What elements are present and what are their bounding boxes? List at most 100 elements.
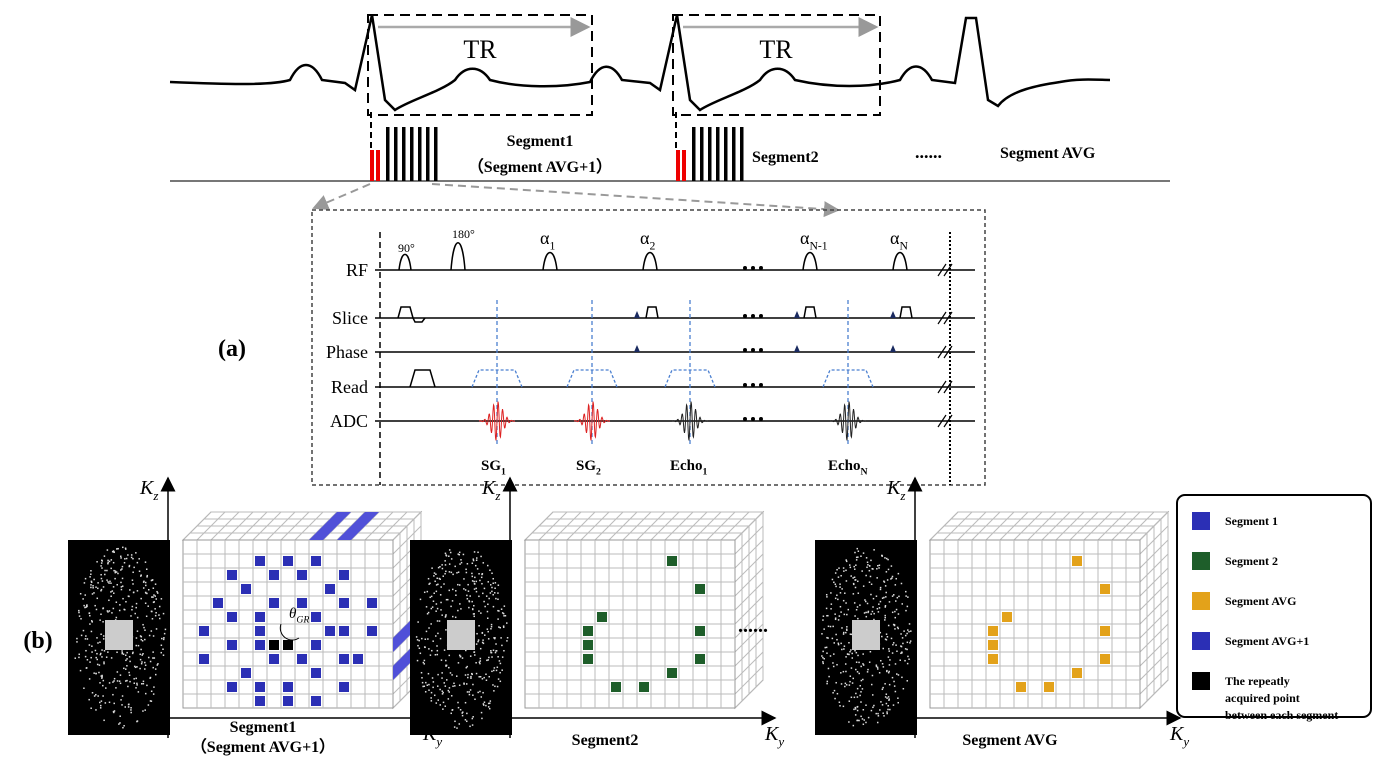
sample-dot	[90, 586, 92, 589]
signal-label: SG1	[481, 458, 506, 478]
sample-point	[227, 612, 237, 622]
sample-dot	[487, 659, 490, 661]
sample-dot	[102, 586, 105, 588]
sample-dot	[449, 551, 452, 554]
sample-dot	[862, 585, 865, 587]
sample-dot	[876, 666, 879, 669]
grid-line	[1139, 679, 1169, 709]
sample-dot	[856, 719, 858, 722]
sample-dot	[846, 653, 849, 655]
sample-dot	[871, 694, 874, 696]
sample-dot	[452, 685, 454, 688]
sample-dot	[479, 647, 482, 650]
sample-dot	[840, 672, 842, 674]
readout-pulse	[402, 127, 406, 181]
sample-dot	[831, 637, 834, 640]
rf-pulse	[542, 251, 558, 271]
sample-dot	[865, 557, 868, 559]
grid-line	[734, 651, 764, 681]
signal-label: Echo1	[670, 458, 708, 478]
sample-dot	[163, 637, 165, 639]
sample-dot	[499, 671, 501, 674]
sample-dot	[901, 637, 904, 639]
sample-dot	[142, 710, 144, 712]
sample-dot	[887, 671, 890, 674]
sample-dot	[878, 567, 880, 569]
sample-dot	[448, 563, 451, 565]
sample-dot	[881, 663, 884, 665]
sample-dot	[459, 603, 461, 605]
sample-point	[367, 626, 377, 636]
sample-dot	[865, 574, 867, 577]
sample-dot	[500, 637, 502, 639]
sample-dot	[881, 704, 884, 706]
sample-dot	[124, 668, 127, 670]
sample-dot	[461, 714, 464, 717]
sample-dot	[90, 707, 92, 709]
ellipsis-dot	[751, 383, 755, 387]
sample-dot	[906, 662, 909, 665]
sample-dot	[433, 592, 435, 594]
sample-dot	[444, 552, 447, 555]
sample-dot	[839, 586, 841, 588]
sample-dot	[876, 721, 879, 724]
sample-dot	[485, 679, 488, 681]
sample-dot	[128, 671, 130, 674]
kspace-panels: θGRKzKySegment1（Segment AVG+1）KzKySegmen…	[68, 476, 1189, 756]
sample-dot	[468, 606, 470, 609]
sample-dot	[847, 608, 850, 611]
sample-dot	[106, 549, 109, 551]
axis-label: Kz	[481, 477, 500, 503]
sample-dot	[457, 571, 460, 573]
sample-dot	[135, 602, 138, 605]
legend: Segment 1 Segment 2 Segment AVG Segment AVG…	[1192, 512, 1338, 722]
sample-dot	[895, 577, 897, 580]
sample-dot	[844, 685, 846, 688]
sample-dot	[442, 708, 444, 710]
sample-dot	[909, 642, 911, 644]
sample-dot	[455, 590, 457, 592]
sample-dot	[441, 677, 443, 679]
grid-line	[734, 581, 764, 611]
sample-dot	[454, 720, 456, 723]
sample-dot	[114, 577, 116, 580]
sample-dot	[494, 685, 496, 688]
sample-dot	[84, 594, 87, 596]
sample-dot	[124, 706, 127, 708]
sample-dot	[120, 588, 123, 591]
sample-dot	[881, 597, 884, 599]
sample-dot	[101, 656, 103, 658]
sample-dot	[101, 674, 103, 677]
axis-label-base: K	[764, 723, 780, 745]
sample-dot	[837, 643, 840, 646]
sample-dot	[79, 669, 82, 672]
sample-dot	[836, 692, 839, 695]
slice-gradient	[645, 306, 659, 319]
axis-label: Ky	[1169, 723, 1189, 749]
sample-dot	[870, 613, 872, 615]
sample-dot	[465, 666, 468, 669]
sample-dot	[884, 585, 887, 587]
sample-dot	[862, 723, 865, 726]
sample-dot	[436, 620, 439, 622]
sample-dot	[121, 568, 123, 570]
sample-dot	[875, 664, 878, 666]
sample-dot	[897, 613, 900, 615]
sample-dot	[854, 714, 857, 716]
sample-dot	[444, 615, 447, 618]
sample-dot	[873, 612, 875, 615]
sample-dot	[479, 676, 482, 678]
sample-dot	[884, 619, 886, 621]
sequence-box	[311, 209, 986, 486]
sample-dot	[897, 627, 900, 630]
sample-dot	[856, 706, 858, 708]
sample-dot	[112, 607, 115, 610]
sample-dot	[450, 571, 453, 574]
sample-dot	[466, 563, 469, 565]
sample-dot	[460, 561, 463, 564]
sample-dot	[868, 581, 871, 584]
sample-dot	[495, 597, 497, 600]
sample-dot	[479, 657, 482, 660]
sample-dot	[498, 660, 501, 662]
sample-dot	[849, 564, 851, 566]
